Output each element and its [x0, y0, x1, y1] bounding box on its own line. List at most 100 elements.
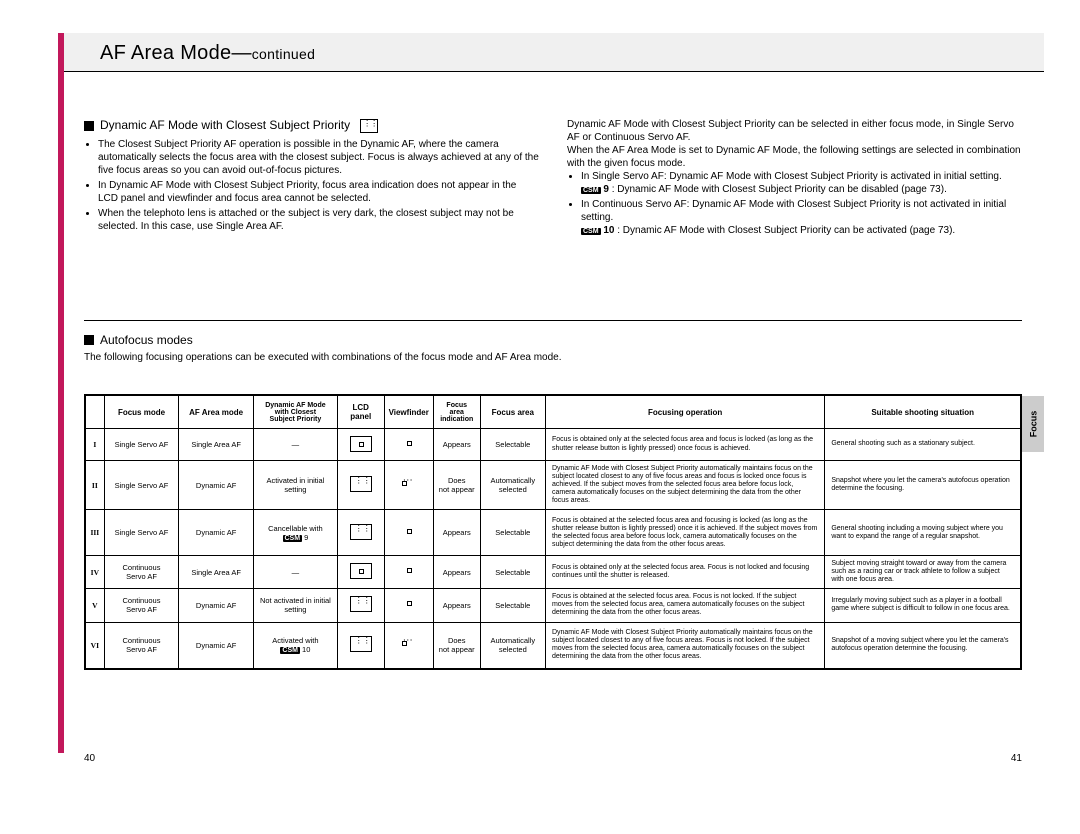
- focus-area: Selectable: [480, 510, 545, 556]
- focus-mode: Single Servo AF: [104, 429, 179, 461]
- right-intro-2: When the AF Area Mode is set to Dynamic …: [567, 144, 1022, 170]
- title-continued: continued: [252, 46, 315, 62]
- focus-area: Selectable: [480, 429, 545, 461]
- bullet: The Closest Subject Priority AF operatio…: [98, 138, 539, 177]
- section-heading-autofocus: Autofocus modes: [84, 333, 1022, 347]
- csm-badge: CSM: [581, 228, 601, 235]
- side-tab-label: Focus: [1028, 411, 1038, 438]
- page-number-left: 40: [84, 753, 95, 764]
- side-tab: Focus: [1022, 396, 1044, 452]
- table-header: LCD panel: [337, 396, 384, 429]
- bullet-text: In Continuous Servo AF: Dynamic AF Mode …: [581, 199, 1006, 223]
- table-header: Focusareaindication: [433, 396, 480, 429]
- divider: [84, 320, 1022, 321]
- viewfinder-icon: [384, 510, 433, 556]
- dynamic-priority: Activated in initial setting: [253, 461, 337, 510]
- focusing-operation: Focus is obtained only at the selected f…: [545, 429, 824, 461]
- bullet: In Dynamic AF Mode with Closest Subject …: [98, 179, 539, 205]
- autofocus-sub: The following focusing operations can be…: [84, 351, 1022, 364]
- focus-area: Automaticallyselected: [480, 461, 545, 510]
- table-header: Focus mode: [104, 396, 179, 429]
- right-column: Dynamic AF Mode with Closest Subject Pri…: [567, 118, 1022, 239]
- csm-badge: CSM: [581, 187, 601, 194]
- section-heading-text: Autofocus modes: [100, 333, 193, 347]
- table-row: VContinuousServo AFDynamic AFNot activat…: [86, 589, 1021, 622]
- focus-mode-table: Focus modeAF Area modeDynamic AF Modewit…: [84, 394, 1022, 670]
- viewfinder-icon: [384, 589, 433, 622]
- bullet-text: In Single Servo AF: Dynamic AF Mode with…: [581, 171, 1002, 182]
- bullet: In Continuous Servo AF: Dynamic AF Mode …: [581, 198, 1022, 237]
- page-number-right: 41: [1011, 753, 1022, 764]
- right-bullets: In Single Servo AF: Dynamic AF Mode with…: [581, 170, 1022, 237]
- af-area-mode: Dynamic AF: [179, 589, 254, 622]
- shooting-situation: General shooting including a moving subj…: [825, 510, 1021, 556]
- manual-page-spread: AF Area Mode—continued Focus Dynamic AF …: [0, 0, 1080, 834]
- lcd-panel-icon: [337, 461, 384, 510]
- focus-area-indication: Appears: [433, 429, 480, 461]
- section-heading-text: Dynamic AF Mode with Closest Subject Pri…: [100, 118, 350, 134]
- csm-num: 9: [603, 184, 609, 195]
- focusing-operation: Focus is obtained at the selected focus …: [545, 589, 824, 622]
- shooting-situation: General shooting such as a stationary su…: [825, 429, 1021, 461]
- focusing-operation: Focus is obtained only at the selected f…: [545, 556, 824, 589]
- lcd-panel-icon: [337, 556, 384, 589]
- af-pattern-icon: [360, 119, 378, 133]
- lcd-panel-icon: [337, 622, 384, 668]
- focus-area: Selectable: [480, 556, 545, 589]
- autofocus-section: Autofocus modes The following focusing o…: [84, 333, 1022, 364]
- row-num: I: [86, 429, 105, 461]
- af-area-mode: Dynamic AF: [179, 622, 254, 668]
- table-row: IVContinuousServo AFSingle Area AF— Appea…: [86, 556, 1021, 589]
- table-header: Dynamic AF Modewith ClosestSubject Prior…: [253, 396, 337, 429]
- title-text: AF Area Mode—: [100, 42, 252, 64]
- table-header: Focusing operation: [545, 396, 824, 429]
- bullet: In Single Servo AF: Dynamic AF Mode with…: [581, 170, 1022, 196]
- af-area-mode: Dynamic AF: [179, 510, 254, 556]
- focus-area-indication: Appears: [433, 510, 480, 556]
- focusing-operation: Dynamic AF Mode with Closest Subject Pri…: [545, 622, 824, 668]
- left-column: Dynamic AF Mode with Closest Subject Pri…: [84, 118, 539, 239]
- dynamic-priority: Not activated in initial setting: [253, 589, 337, 622]
- body-columns: Dynamic AF Mode with Closest Subject Pri…: [84, 118, 1022, 239]
- af-area-mode: Single Area AF: [179, 556, 254, 589]
- left-bullets: The Closest Subject Priority AF operatio…: [98, 138, 539, 233]
- lcd-panel-icon: [337, 429, 384, 461]
- focus-area-indication: Appears: [433, 556, 480, 589]
- csm-text: : Dynamic AF Mode with Closest Subject P…: [617, 225, 955, 236]
- shooting-situation: Snapshot of a moving subject where you l…: [825, 622, 1021, 668]
- row-num: VI: [86, 622, 105, 668]
- lcd-panel-icon: [337, 589, 384, 622]
- row-num: II: [86, 461, 105, 510]
- csm-text: : Dynamic AF Mode with Closest Subject P…: [612, 184, 947, 195]
- shooting-situation: Irregularly moving subject such as a pla…: [825, 589, 1021, 622]
- focus-area: Automaticallyselected: [480, 622, 545, 668]
- lcd-panel-icon: [337, 510, 384, 556]
- focusing-operation: Dynamic AF Mode with Closest Subject Pri…: [545, 461, 824, 510]
- right-intro-1: Dynamic AF Mode with Closest Subject Pri…: [567, 118, 1022, 144]
- focus-mode: Single Servo AF: [104, 510, 179, 556]
- dynamic-priority: —: [253, 556, 337, 589]
- shooting-situation: Subject moving straight toward or away f…: [825, 556, 1021, 589]
- table-header: Focus area: [480, 396, 545, 429]
- dynamic-priority: Cancellable with CSM 9: [253, 510, 337, 556]
- dynamic-priority: Activated with CSM 10: [253, 622, 337, 668]
- table-header: AF Area mode: [179, 396, 254, 429]
- focus-area: Selectable: [480, 589, 545, 622]
- csm-num: 10: [603, 225, 614, 236]
- table-row: VIContinuousServo AFDynamic AFActivated …: [86, 622, 1021, 668]
- viewfinder-icon: [384, 556, 433, 589]
- table-row: IIISingle Servo AFDynamic AFCancellable …: [86, 510, 1021, 556]
- viewfinder-icon: [384, 461, 433, 510]
- focus-mode: ContinuousServo AF: [104, 622, 179, 668]
- focus-mode: Single Servo AF: [104, 461, 179, 510]
- accent-bar: [58, 33, 64, 753]
- row-num: IV: [86, 556, 105, 589]
- af-area-mode: Dynamic AF: [179, 461, 254, 510]
- viewfinder-icon: [384, 429, 433, 461]
- page-title: AF Area Mode—continued: [100, 42, 315, 65]
- dynamic-priority: —: [253, 429, 337, 461]
- focusing-operation: Focus is obtained at the selected focus …: [545, 510, 824, 556]
- focus-mode: ContinuousServo AF: [104, 556, 179, 589]
- focus-area-indication: Appears: [433, 589, 480, 622]
- viewfinder-icon: [384, 622, 433, 668]
